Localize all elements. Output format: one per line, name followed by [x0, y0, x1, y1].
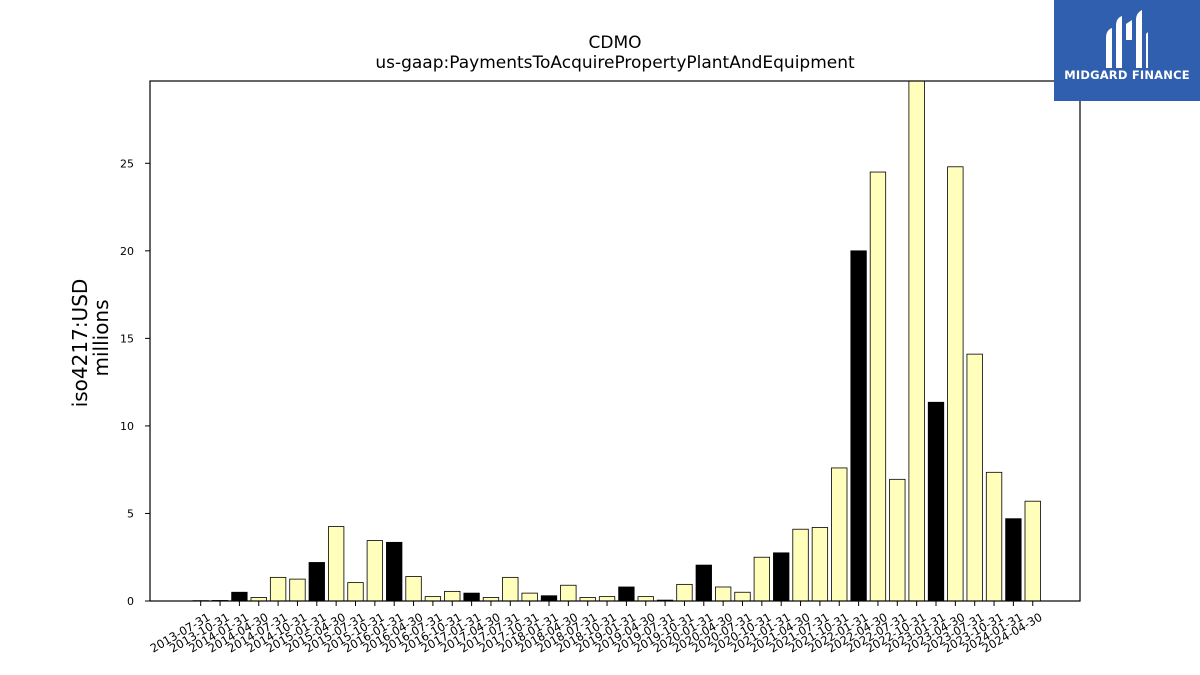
- chart-subtitle: us-gaap:PaymentsToAcquirePropertyPlantAn…: [375, 53, 855, 73]
- bar-2019-01-31: [618, 586, 635, 602]
- bar-2022-07-31: [889, 478, 906, 602]
- bar-2016-10-31: [444, 590, 461, 602]
- bar-2018-10-31: [598, 596, 616, 602]
- bar-2020-04-30: [715, 586, 732, 602]
- y-ticks-group: 0 5 10 15 20 25: [120, 157, 150, 608]
- bar-2020-07-31: [734, 591, 751, 602]
- y-tick-label: 15: [120, 332, 134, 345]
- bar-2022-04-30: [869, 171, 887, 602]
- bar-2017-01-31: [463, 592, 480, 602]
- bar-2018-01-31: [540, 595, 558, 602]
- bar-2020-01-31: [695, 564, 712, 602]
- chart-title: CDMO: [588, 33, 641, 53]
- bar-2019-10-31: [676, 583, 693, 602]
- bar-2020-10-31: [753, 556, 770, 602]
- bar-2022-10-31: [908, 80, 925, 602]
- bar-2024-04-30: [1024, 500, 1041, 602]
- y-axis-label-line2: millions: [89, 299, 113, 376]
- midgard-m-logo-icon: [1106, 10, 1148, 68]
- bar-2023-10-31: [985, 471, 1003, 602]
- bar-2016-07-31: [424, 596, 442, 602]
- bar-2015-07-31: [347, 582, 364, 602]
- bar-2021-07-31: [811, 527, 829, 602]
- bar-2015-01-31: [308, 562, 325, 602]
- bar-2016-04-30: [405, 576, 422, 602]
- y-tick-label: 20: [120, 245, 134, 258]
- brand-logo: MIDGARD FINANCE: [1054, 0, 1200, 101]
- y-tick-label: 5: [127, 507, 134, 520]
- bar-2014-01-31: [231, 591, 248, 602]
- bar-2017-10-31: [521, 592, 538, 602]
- bars-group: [192, 80, 1041, 602]
- bar-2014-07-31: [269, 576, 287, 602]
- bar-2023-07-31: [966, 353, 983, 602]
- y-tick-label: 0: [127, 595, 134, 608]
- y-axis-label-line1: iso4217:USD: [68, 279, 92, 408]
- bar-2016-01-31: [386, 541, 403, 602]
- bar-2021-01-31: [773, 552, 790, 602]
- bar-2015-04-30: [327, 526, 345, 602]
- bar-2018-04-30: [560, 584, 577, 602]
- bar-2021-10-31: [831, 467, 848, 602]
- y-tick-label: 10: [120, 420, 134, 433]
- bar-2017-07-31: [502, 576, 519, 602]
- bar-2023-01-31: [927, 401, 945, 602]
- bar-2021-04-30: [792, 528, 809, 602]
- plot-frame: [149, 80, 1081, 602]
- bar-2019-04-30: [637, 596, 654, 602]
- x-ticks-group: 2013-07-312013-10-312014-01-312014-04-30…: [148, 601, 1045, 655]
- bar-2024-01-31: [1005, 518, 1022, 602]
- brand-name: MIDGARD FINANCE: [1064, 68, 1190, 82]
- bar-2022-01-31: [850, 250, 867, 602]
- y-tick-label: 25: [120, 157, 134, 170]
- bar-2023-04-30: [947, 166, 964, 602]
- bar-2014-10-31: [289, 578, 306, 602]
- bar-2015-10-31: [366, 540, 384, 602]
